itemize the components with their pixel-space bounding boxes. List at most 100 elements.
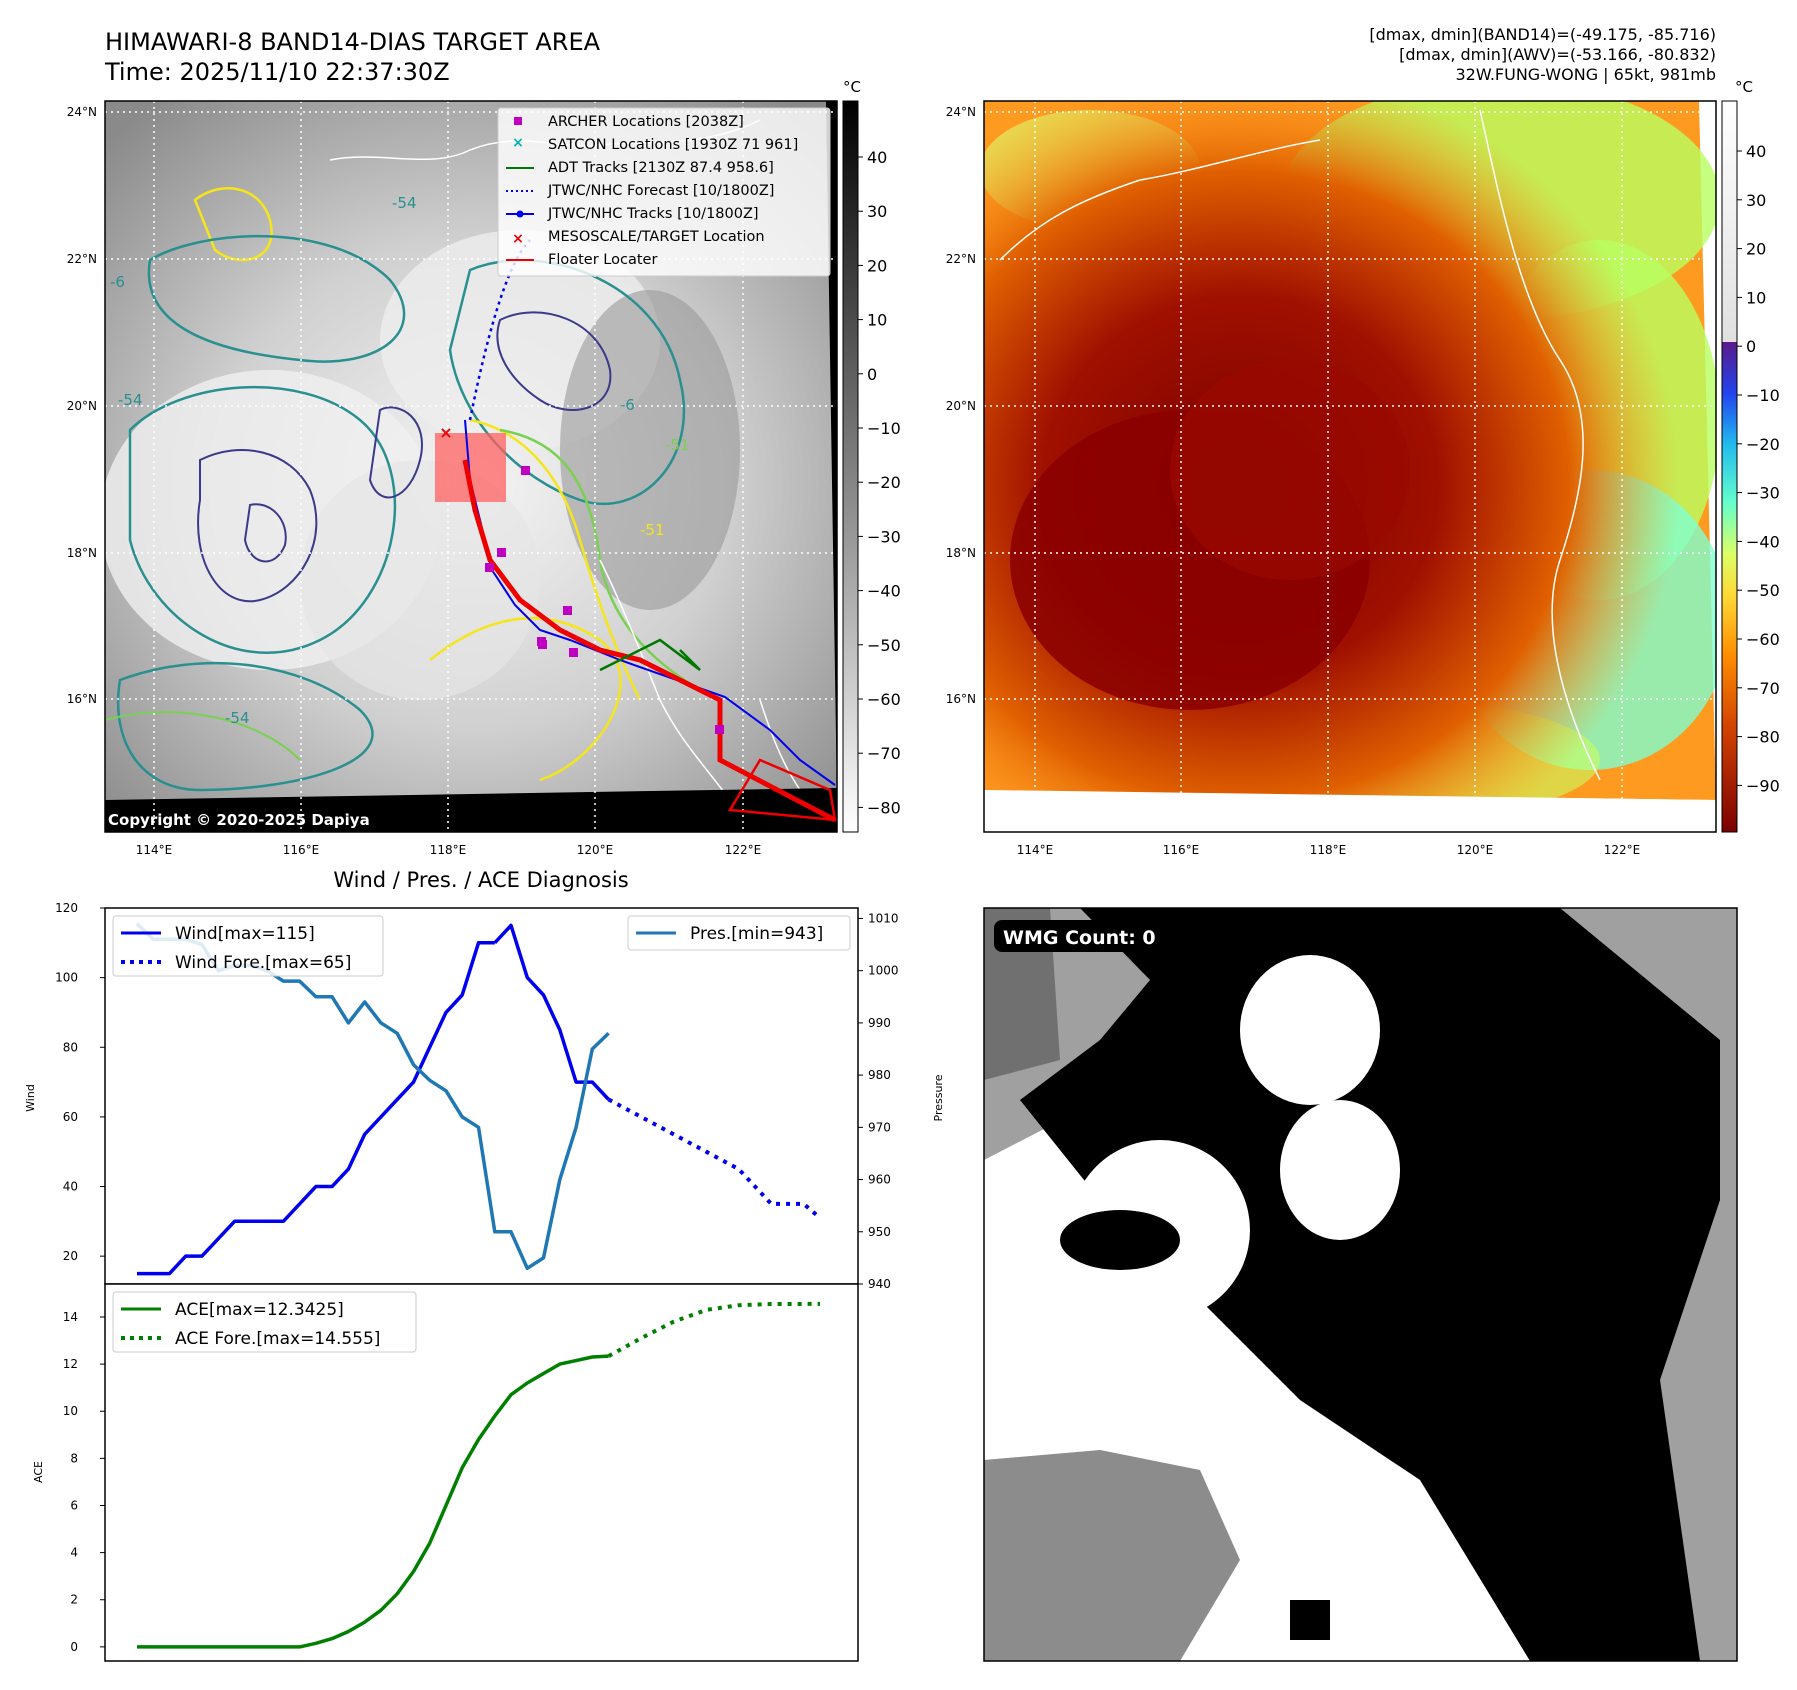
figure-title-line2: Time: 2025/11/10 22:37:30Z [104,58,450,86]
lon-label: 114°E [136,843,173,857]
ace-ytick-label: 8 [70,1451,78,1465]
pressure-ytick-label: 940 [868,1277,891,1291]
legend-satcon-icon: × [512,135,524,151]
contour-label: -54 [392,194,417,212]
series-line-1 [493,923,610,1101]
awv-colorbar-tick-label: −50 [1746,581,1780,600]
lon-label: 122°E [1604,843,1641,857]
legend-adt-label: ADT Tracks [2130Z 87.4 958.6] [548,160,774,176]
legend-jtwc-tracks-label: JTWC/NHC Tracks [10/1800Z] [547,206,759,222]
contour-label: -6 [620,396,635,414]
awv-colorbar-tick-label: 20 [1746,240,1766,259]
lon-label: 116°E [283,843,320,857]
ir-colorbar-tick-label: −30 [867,527,901,546]
lon-label: 120°E [1457,843,1494,857]
lon-label: 114°E [1017,843,1054,857]
info-line-storm: 32W.FUNG-WONG | 65kt, 981mb [1455,65,1716,84]
ir-colorbar-tick-label: 10 [867,311,887,330]
pressure-ytick-label: 960 [868,1173,891,1187]
ace-ytick-label: 6 [70,1498,78,1512]
lat-label: 22°N [67,252,97,266]
contour-label: -51 [640,521,665,539]
wind-ytick-label: 120 [55,901,78,915]
pressure-legend: Pres.[min=943] [627,915,851,951]
ace-legend: ACE[max=12.3425] ACE Fore.[max=14.555] [112,1291,417,1353]
ace-ytick-label: 4 [70,1546,78,1560]
awv-colorbar [1721,100,1738,833]
pressure-ytick-label: 990 [868,1016,891,1030]
legend-wind-fore-label: Wind Fore.[max=65] [175,953,351,973]
wind-ytick-label: 20 [63,1249,78,1263]
lat-label: 22°N [946,252,976,266]
ir-colorbar-tick-label: −40 [867,582,901,601]
legend-floater-label: Floater Locater [548,252,657,268]
contour-label: -51 [665,436,690,454]
wmg-count-label: WMG Count: 0 [1003,927,1156,949]
ir-colorbar-tick-label: 40 [867,148,887,167]
floater-box [727,758,837,822]
figure-title-line1: HIMAWARI-8 BAND14-DIAS TARGET AREA [105,28,601,56]
legend-ace-fore-label: ACE Fore.[max=14.555] [175,1329,380,1349]
ir-colorbar-tick-label: 0 [867,365,877,384]
adt-track [599,638,701,672]
lon-label: 120°E [577,843,614,857]
ace-ytick-label: 2 [70,1593,78,1607]
mesoscale-marker: × [439,423,452,442]
diagnosis-chart: Wind / Pres. / ACE Diagnosis Wind Pressu… [24,868,945,1662]
ace-ytick-label: 10 [63,1404,78,1418]
ir-colorbar-unit: °C [843,78,861,96]
pressure-ytick-label: 980 [868,1068,891,1082]
pressure-axis-label: Pressure [932,1074,945,1121]
pressure-ytick-label: 970 [868,1120,891,1134]
awv-colorbar-tick-label: −10 [1746,386,1780,405]
ace-series-line-1 [607,1301,821,1358]
ir-colorbar-tick-label: −50 [867,636,901,655]
lon-label: 122°E [725,843,762,857]
ir-colorbar-tick-label: −70 [867,744,901,763]
awv-colorbar-tick-label: −40 [1746,532,1780,551]
lon-label: 118°E [430,843,467,857]
contour-label: -54 [118,391,143,409]
legend-pressure-label: Pres.[min=943] [690,924,823,944]
pressure-ytick-label: 950 [868,1225,891,1239]
wind-ytick-label: 40 [63,1180,78,1194]
lat-label: 16°N [946,692,976,706]
series-line-0 [137,941,495,1276]
map-legend: ARCHER Locations [2038Z] × SATCON Locati… [497,107,831,277]
contour-label: -54 [225,709,250,727]
ir-colorbar-tick-label: 20 [867,256,887,275]
wind-ytick-label: 80 [63,1040,78,1054]
awv-colorbar-tick-label: −20 [1746,435,1780,454]
lat-label: 20°N [946,399,976,413]
ace-series-line-0 [137,1354,609,1649]
ace-axis-label: ACE [32,1461,45,1483]
wind-ytick-label: 60 [63,1110,78,1124]
ir-colorbar-tick-label: 30 [867,202,887,221]
jtwc-forecast-track [468,239,531,421]
chart-title: Wind / Pres. / ACE Diagnosis [333,868,628,892]
info-line-awv: [dmax, dmin](AWV)=(-53.166, -80.832) [1399,45,1716,64]
awv-colorbar-tick-label: −30 [1746,484,1780,503]
legend-mesoscale-icon: × [512,231,524,247]
ir-colorbar-tick-label: −60 [867,690,901,709]
lat-label: 18°N [67,546,97,560]
lat-label: 18°N [946,546,976,560]
ace-ytick-label: 14 [63,1310,78,1324]
ir-colorbar [842,100,859,833]
awv-colorbar-unit: °C [1735,78,1753,96]
pressure-ytick-label: 1000 [868,964,899,978]
archer-markers [485,466,724,734]
copyright-text: Copyright © 2020-2025 Dapiya [108,811,370,829]
ace-ytick-label: 0 [70,1640,78,1654]
ir-map-panel: × -54 -54 -54 -51 -6 -6 -51 Copyright © … [67,78,901,857]
awv-colorbar-tick-label: 40 [1746,142,1766,161]
legend-jtwc-forecast-label: JTWC/NHC Forecast [10/1800Z] [547,183,774,199]
ir-colorbar-tick-label: −20 [867,473,901,492]
awv-colorbar-tick-label: 30 [1746,191,1766,210]
ir-colorbar-tick-label: −10 [867,419,901,438]
lat-label: 24°N [946,105,976,119]
lon-label: 118°E [1310,843,1347,857]
legend-archer-label: ARCHER Locations [2038Z] [548,114,744,130]
ace-ytick-label: 12 [63,1357,78,1371]
